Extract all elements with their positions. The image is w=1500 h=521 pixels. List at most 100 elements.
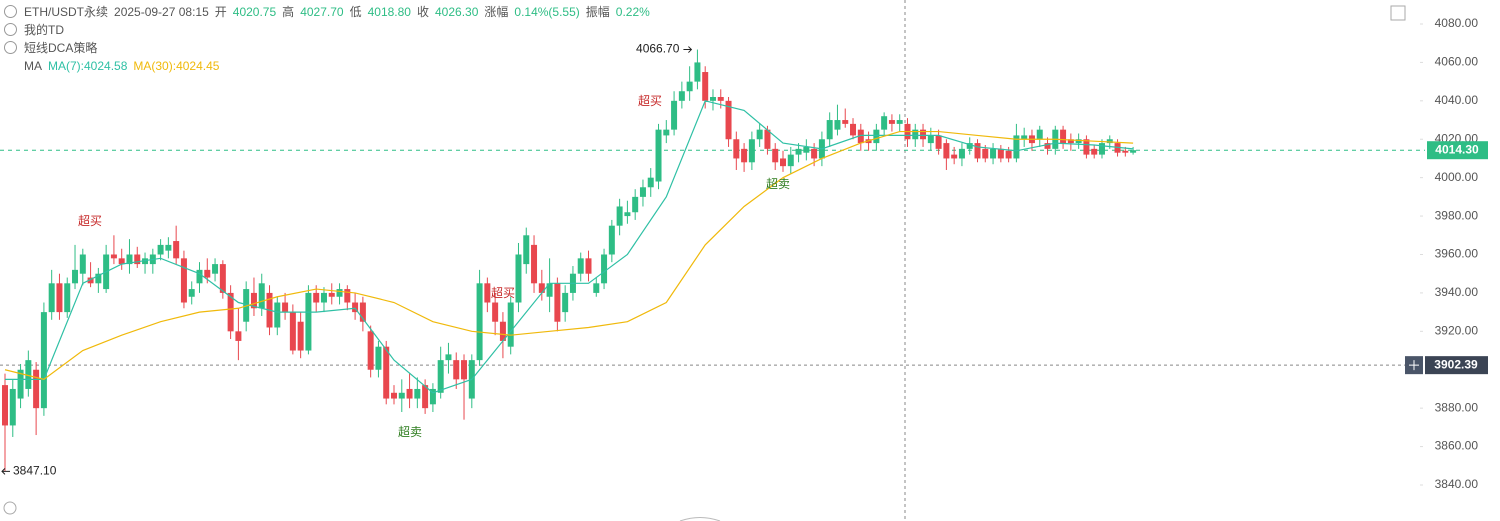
candle-body [212,264,219,274]
candle-body [1075,139,1082,144]
y-tick-label: 4080.00 [1435,16,1479,30]
candle-body [951,154,958,159]
candle-body [328,292,335,297]
low-arrow [1,467,10,475]
candle-body [943,143,950,159]
candle-body [157,244,164,255]
candle-body [888,120,895,124]
candle-body [1013,135,1020,159]
candle-body [787,154,794,167]
candle-body [896,120,903,124]
candle-body [1106,139,1113,144]
annotation: 超买 [491,285,515,300]
candle-body [842,120,849,124]
field-value: 4020.75 [232,5,277,19]
candle-body [515,254,522,303]
candle-body [282,302,289,313]
candle-body [694,62,701,82]
toggle-icon[interactable] [4,23,17,36]
candle-body [764,129,771,149]
candle-body [134,254,141,265]
candle-body [756,129,763,140]
field-label: 涨幅 [484,5,509,19]
candle-body [95,273,102,284]
candle-body [546,283,553,297]
annotation: 超卖 [398,424,422,439]
field-value: 4018.80 [367,5,411,19]
candle-body [227,292,234,332]
candle-body [352,302,359,313]
time: 2025-09-27 08:15 [114,5,209,19]
y-tick-label: 3840.00 [1435,477,1479,491]
candle-body [1122,150,1129,153]
collapse-icon[interactable] [3,501,17,515]
candle-body [647,177,654,188]
candle-body [748,139,755,163]
expand-icon[interactable] [1390,5,1406,21]
toggle-icon[interactable] [4,41,17,54]
candle-body [235,331,242,341]
candle-body [624,212,631,217]
candle-body [1083,139,1090,155]
field-label: 振幅 [585,5,610,19]
candle-body [336,289,343,297]
candle-body [531,244,538,284]
candle-body [997,148,1004,159]
candle-body [562,292,569,313]
scroll-handle[interactable] [679,517,721,521]
high-label: 4066.70 [636,42,680,56]
toggle-icon[interactable] [4,5,17,18]
candle-body [64,283,71,313]
candle-body [274,302,281,328]
candle-body [499,321,506,341]
candle-body [2,385,8,426]
high-arrow [683,46,693,53]
candle-body [165,244,172,251]
candle-body [974,143,981,159]
candle-body [538,283,545,293]
candle-body [702,72,709,101]
candle-body [990,148,997,159]
candle-body [671,100,678,130]
candle-body [110,254,117,259]
field-label: 收 [416,5,429,19]
ma-legend-entry: MA(7):4024.58 [48,59,128,73]
candle-body [297,321,304,351]
indicator-name[interactable]: 短线DCA策略 [24,41,98,55]
candle-body [616,206,623,226]
candle-body [484,283,491,303]
symbol[interactable]: ETH/USDT永续 [24,5,109,19]
candle-body [196,269,203,284]
candle-body [1060,129,1067,144]
candle-body [375,346,382,370]
candle-body [507,302,514,347]
y-tick-label: 3920.00 [1435,323,1479,337]
candle-body [33,369,40,409]
candle-body [25,360,32,389]
candle-body [422,385,429,409]
candle-body [72,269,79,284]
ma-label[interactable]: MA [24,59,42,73]
candle-body [585,258,592,274]
low-label: 3847.10 [13,464,57,478]
candle-body [1067,139,1074,144]
annotation: 超买 [638,93,662,108]
indicator-name[interactable]: 我的TD [24,23,64,37]
candle-body [87,277,94,284]
candle-body [803,146,810,153]
candle-body [857,129,864,144]
candle-body [1130,150,1137,153]
ma-line [5,100,1134,394]
candle-body [593,283,600,293]
indicator: 短线DCA策略 [24,39,650,57]
candle-body [383,346,390,399]
candle-body [608,225,615,255]
candle-body [935,135,942,149]
candle-body [56,283,63,313]
field-value: 4026.30 [435,5,479,19]
candle-body [795,148,802,155]
candle-body [709,96,716,101]
candle-body [289,312,296,351]
candle-body [118,258,125,265]
